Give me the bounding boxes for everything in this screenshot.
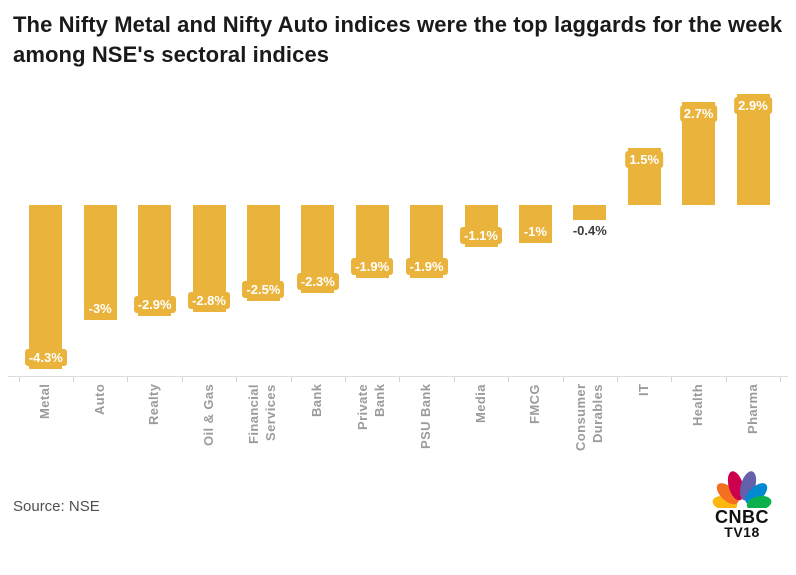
axis-tick (780, 377, 782, 382)
category-label: Private Bank (355, 384, 388, 431)
value-label-metal: -4.3% (24, 349, 67, 367)
x-axis-line (8, 376, 788, 377)
value-label-pharma: 2.9% (734, 97, 772, 115)
category-cell-private-bank: Private Bank (345, 384, 399, 470)
value-label-realty: -2.9% (133, 295, 176, 313)
axis-tick (345, 377, 346, 382)
category-cell-health: Health (671, 384, 725, 470)
cnbctv18-logo: CNBC TV18 (703, 468, 781, 539)
source-note: Source: NSE (13, 498, 100, 515)
axis-tick (562, 377, 564, 382)
category-cell-metal: Metal (19, 384, 73, 470)
category-label: FMCG (526, 384, 542, 424)
chart-title: The Nifty Metal and Nifty Auto indices w… (13, 12, 783, 67)
value-label-bank: -2.3% (296, 272, 339, 290)
axis-tick (236, 377, 238, 382)
peacock-icon (712, 471, 772, 508)
value-label-it: 1.5% (625, 150, 664, 168)
axis-tick (725, 377, 727, 382)
category-label: Financial Services (246, 384, 279, 444)
category-cell-fmcg: FMCG (508, 384, 562, 470)
category-cell-it: IT (617, 384, 671, 470)
category-cell-bank: Bank (291, 384, 345, 470)
category-cell-financial-services: Financial Services (236, 384, 290, 470)
category-label: IT (635, 384, 651, 397)
value-label-fmcg: -1% (519, 223, 551, 241)
axis-tick (290, 377, 292, 382)
axis-tick (399, 377, 401, 382)
category-label: Realty (146, 384, 162, 426)
axis-tick (127, 377, 129, 382)
value-label-financial-services: -2.5% (242, 280, 285, 298)
value-label-private-bank: -1.9% (351, 257, 394, 275)
axis-tick (508, 377, 510, 382)
category-cell-realty: Realty (127, 384, 181, 470)
category-cell-media: Media (454, 384, 508, 470)
category-cell-pharma: Pharma (726, 384, 780, 470)
axis-tick (453, 377, 455, 382)
category-label: Media (472, 384, 488, 423)
axis-tick (181, 377, 183, 382)
category-cell-psu-bank: PSU Bank (399, 384, 453, 470)
logo-text-tv18: TV18 (724, 524, 760, 540)
category-cell-consumer-durables: Consumer Durables (563, 384, 617, 470)
category-cell-oil-gas: Oil & Gas (182, 384, 236, 470)
category-label: Auto (91, 384, 107, 416)
value-label-media: -1.1% (460, 227, 502, 245)
axis-tick (18, 377, 20, 382)
value-label-auto: -3% (84, 299, 116, 317)
axis-tick (73, 377, 74, 382)
category-label: Metal (37, 384, 53, 420)
value-label-health: 2.7% (679, 104, 718, 122)
category-label: Health (690, 384, 706, 427)
category-cell-auto: Auto (73, 384, 127, 470)
bar-consumer-durables (573, 205, 607, 221)
category-label: Oil & Gas (200, 384, 216, 447)
value-label-oil-gas: -2.8% (188, 291, 230, 309)
value-label-psu-bank: -1.9% (405, 257, 448, 275)
category-label: Consumer Durables (572, 384, 605, 452)
category-label: PSU Bank (418, 384, 434, 450)
value-label-consumer-durables: -0.4% (572, 223, 607, 239)
category-label: Pharma (744, 384, 760, 435)
axis-tick (617, 377, 618, 382)
logo-text-cnbc: CNBC (715, 507, 769, 527)
bar-metal (29, 205, 63, 370)
axis-tick (671, 377, 673, 382)
category-label: Bank (309, 384, 325, 418)
